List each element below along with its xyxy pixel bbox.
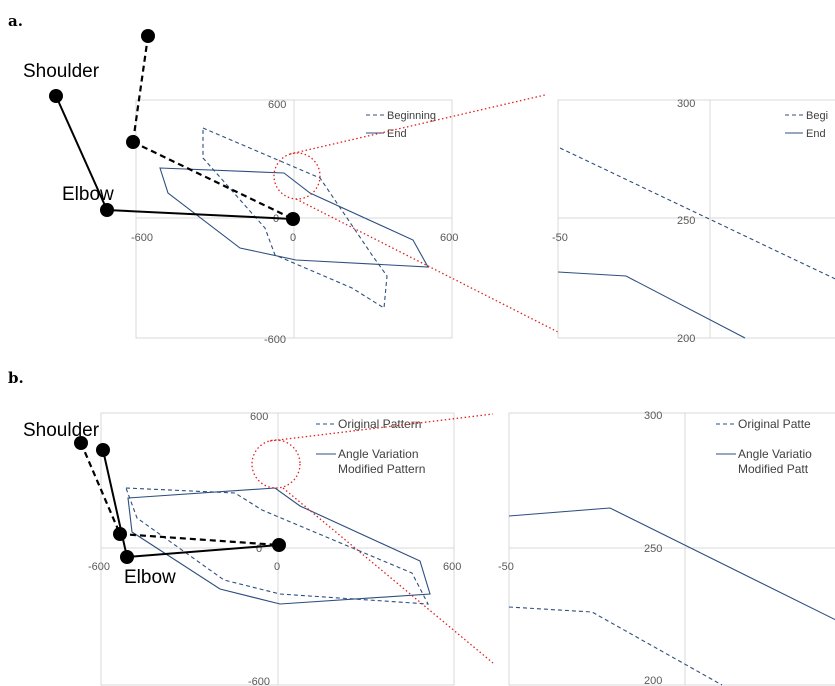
zoom-legend-b-original-label: Original Patte [738,417,811,431]
zoom-line-b-top [269,413,494,442]
tick-b-y-top: 600 [250,411,268,423]
zoom-tick-a-x-left: -50 [552,232,568,244]
legend-b-modified-label-2: Modified Pattern [338,462,425,476]
zoom-marker-a [273,94,559,333]
tick-b-origin-y: 0 [256,543,262,555]
zoom-plot-area-a [557,99,835,339]
zoom-tick-b-x-left: -50 [498,561,514,573]
zoom-plot-area-b [508,412,835,686]
legend-a-beginning-label: Beginning [387,110,436,122]
zoom-tick-a-y-bottom: 200 [677,333,695,345]
modified-pattern-trajectory-b [127,487,431,605]
tick-b-y-bottom: -600 [248,676,270,686]
upper-arm-a-beginning [131,35,150,143]
panel-b-label: b. [8,369,24,387]
zoom-tick-b-y-bottom: 200 [644,675,662,686]
zoom-legend-b-modified-label-1: Angle Variatio [738,447,812,461]
zoom-tick-a-y-mid: 250 [677,215,695,227]
panel-a-label: a. [8,12,23,30]
panel-b: b. 600 -600 -600 600 0 0 Original Patter… [8,369,835,686]
hand-joint-b [272,538,286,552]
end-trajectory-a [159,167,429,268]
panel-b-main-plot: 600 -600 -600 600 0 0 Original Pattern A… [88,411,461,686]
zoom-legend-a-end-label: End [806,128,826,140]
tick-a-y-top: 600 [268,99,286,111]
zoom-tick-a-y-top: 300 [677,98,695,110]
zoom-line-a-bottom [295,198,559,333]
shoulder-joint-b-original [74,436,88,450]
beginning-trajectory-a [202,127,388,309]
tick-b-x-left: -600 [88,561,110,573]
hand-joint-a [286,212,300,226]
legend-b: Original Pattern Angle Variation Modifie… [316,417,425,476]
upper-arm-a-end [55,95,108,211]
legend-b-original-label: Original Pattern [338,417,421,431]
zoom-tick-b-y-top: 300 [644,410,662,422]
elbow-joint-a-beginning [126,135,140,149]
forearm-b-modified [126,544,280,558]
shoulder-label-b: Shoulder [23,420,100,441]
legend-b-modified-label-1: Angle Variation [338,447,419,461]
zoom-legend-b-modified-label-2: Modified Patt [738,462,809,476]
forearm-a-end [106,209,294,220]
forearm-a-beginning [132,141,294,220]
shoulder-joint-a-beginning [141,29,155,43]
panel-a: a. 600 -600 -600 600 0 0 Beginning End [8,12,835,346]
arm-a: Shoulder Elbow [23,29,300,226]
tick-a-origin-x: 0 [290,232,296,244]
zoom-tick-b-y-mid: 250 [644,543,662,555]
original-pattern-trajectory-b [125,487,429,605]
zoom-beginning-trajectory-a [559,147,835,280]
tick-a-x-right: 600 [440,232,458,244]
legend-a: Beginning End [366,110,436,140]
forearm-b-original [119,532,280,547]
elbow-label-a: Elbow [62,184,114,205]
panel-b-zoom-plot: 300 250 200 -50 Original Patte Angle Var… [498,410,835,686]
zoom-original-trajectory-b [508,606,723,686]
tick-a-y-bottom: -600 [264,334,286,346]
elbow-label-b: Elbow [124,567,176,588]
elbow-joint-b-modified [120,550,134,564]
zoom-line-a-top [289,94,546,155]
zoom-end-trajectory-a [557,271,746,339]
elbow-joint-b-original [113,527,127,541]
zoom-circle-b [251,439,301,489]
tick-b-origin-x: 0 [274,561,280,573]
panel-a-zoom-plot: 300 250 200 -50 Begi End [552,98,835,345]
zoom-line-b-bottom [282,487,494,664]
arm-b: Shoulder Elbow [23,420,286,588]
zoom-marker-b [251,413,494,664]
elbow-joint-a-end [100,203,114,217]
zoom-circle-a [273,152,321,200]
zoom-modified-trajectory-b [508,507,835,621]
zoom-legend-b: Original Patte Angle Variatio Modified P… [716,417,812,476]
zoom-legend-a-beginning-label: Begi [806,110,828,122]
shoulder-joint-b-modified [96,443,110,457]
zoom-legend-a: Begi End [785,110,828,140]
upper-arm-b-original [79,442,122,535]
tick-b-x-right: 600 [443,561,461,573]
shoulder-label-a: Shoulder [23,61,100,82]
tick-a-x-left: -600 [131,232,153,244]
shoulder-joint-a-end [49,89,63,103]
